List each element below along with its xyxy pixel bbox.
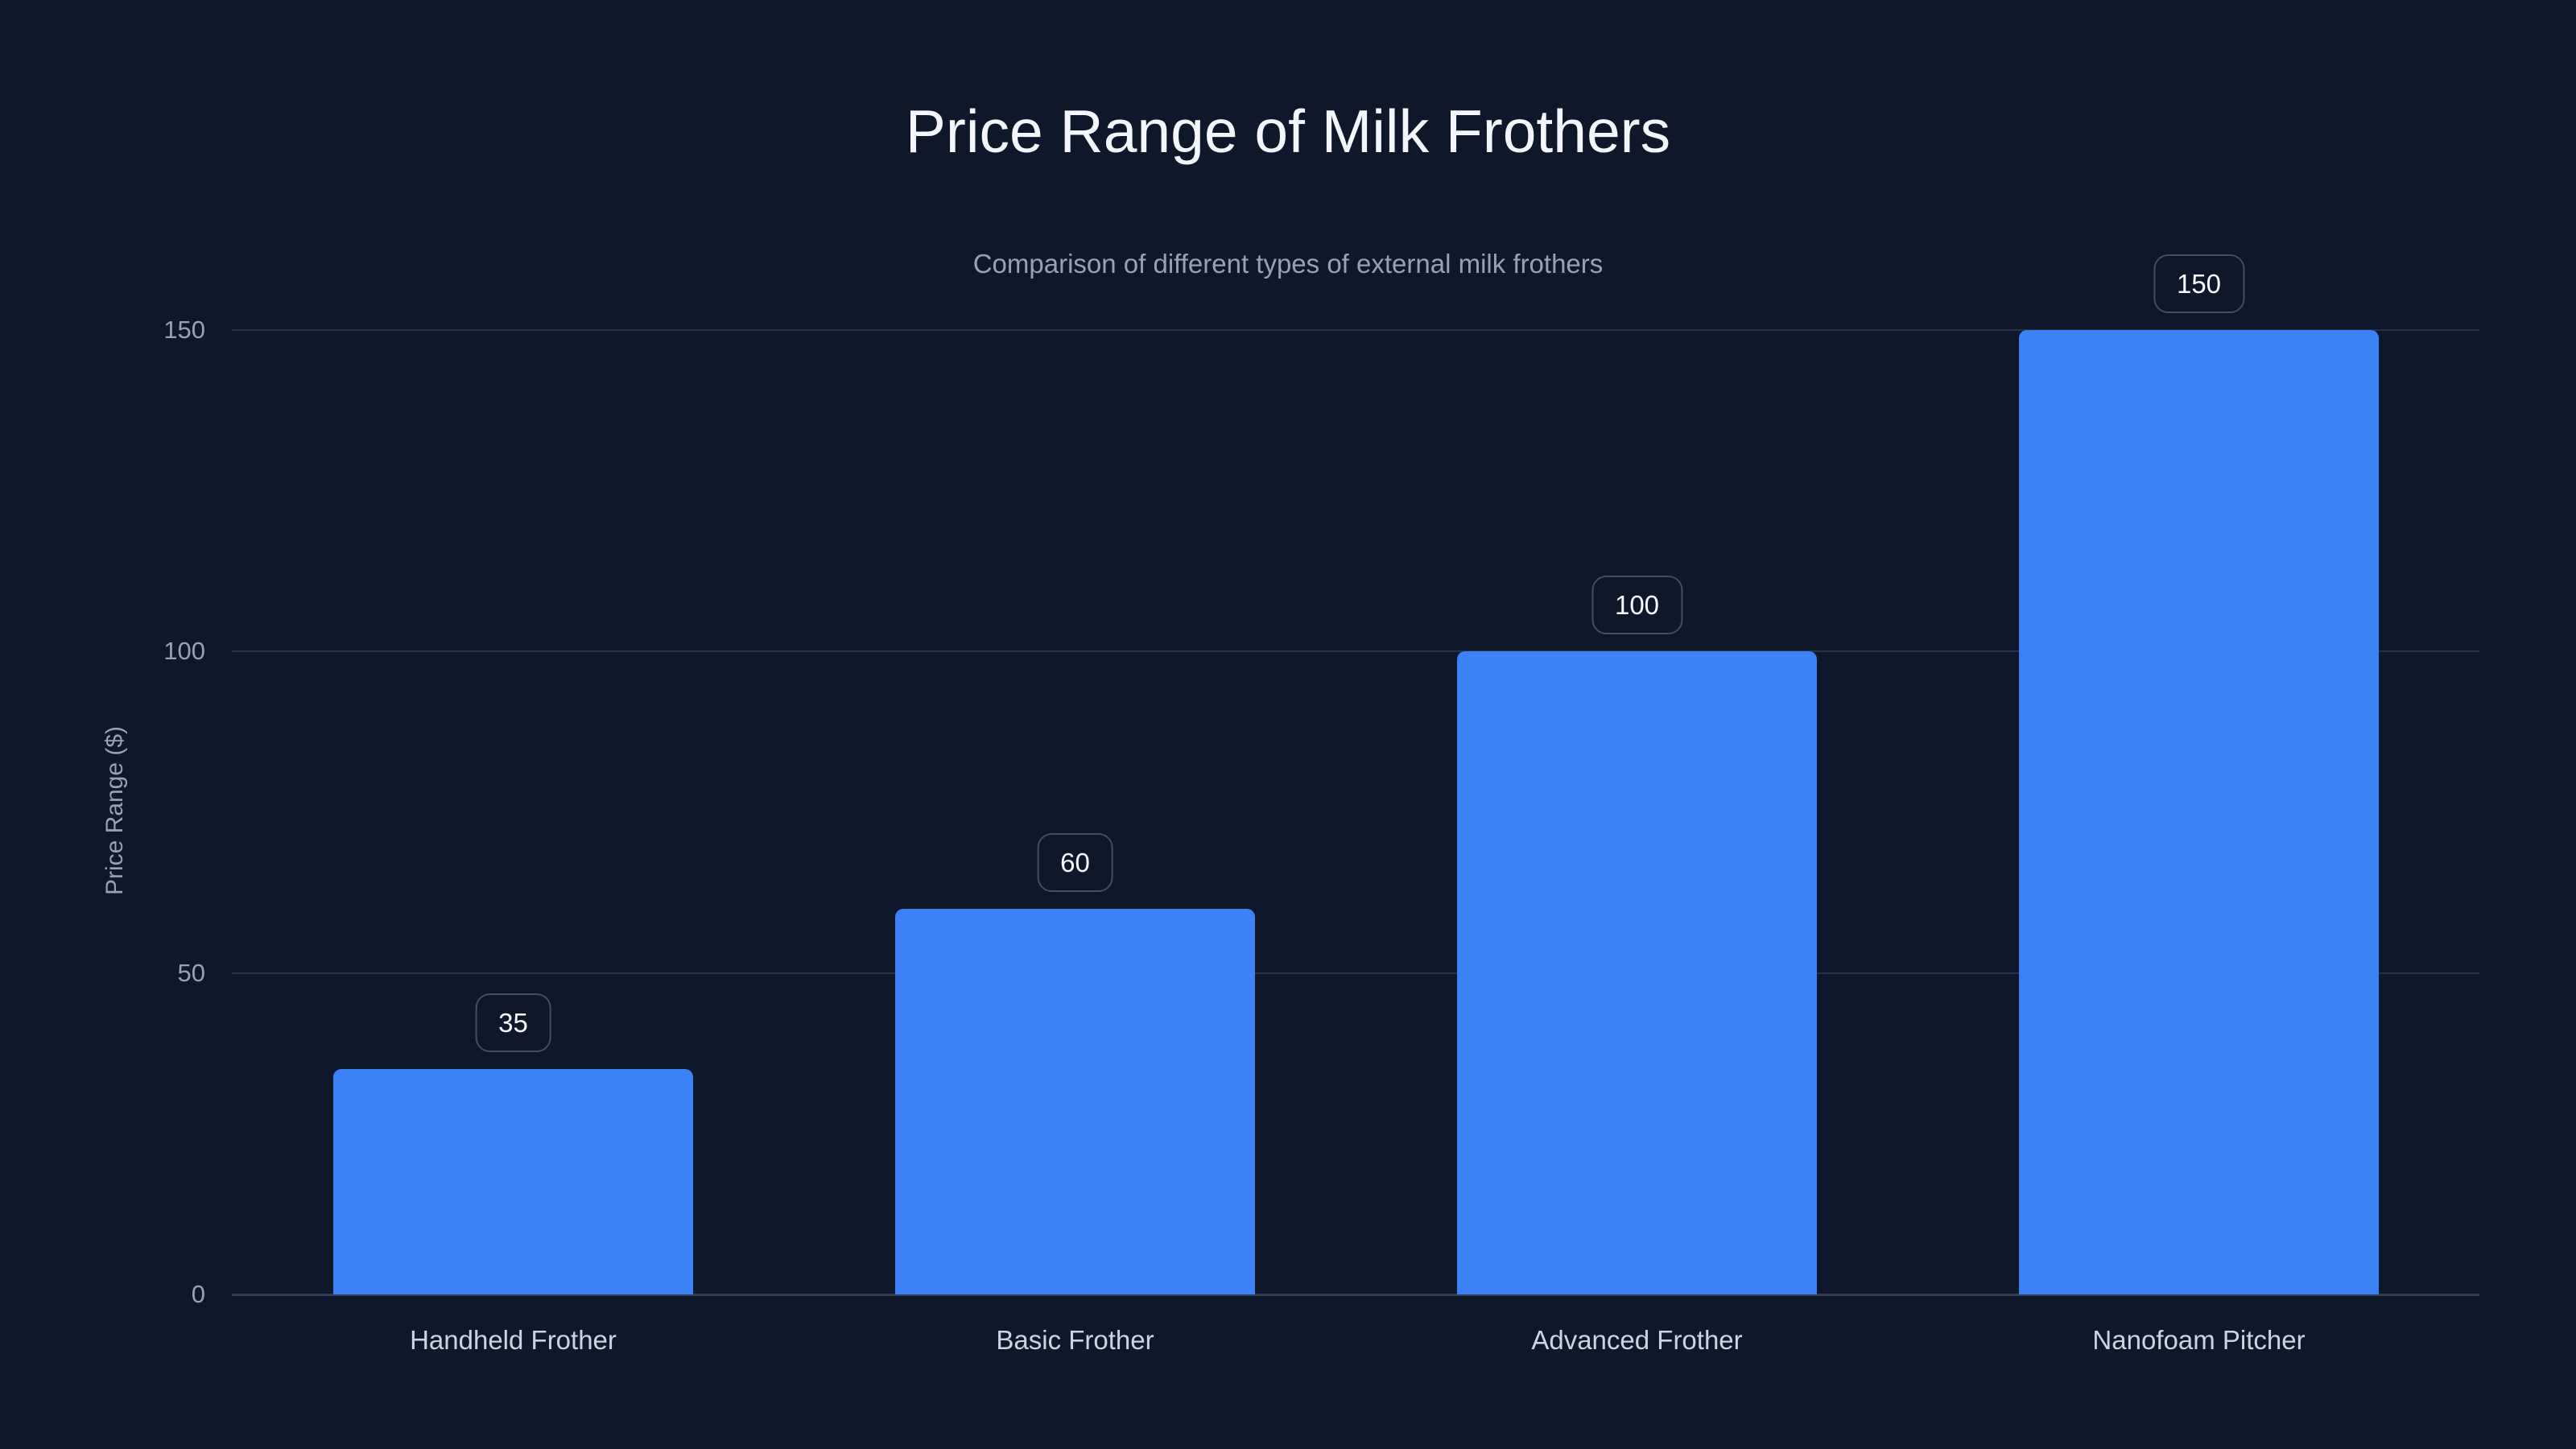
bar[interactable]: [1457, 651, 1817, 1294]
gridline: [232, 329, 2479, 331]
chart-subtitle: Comparison of different types of externa…: [972, 249, 1604, 279]
bar[interactable]: [895, 909, 1255, 1294]
x-axis-label: Nanofoam Pitcher: [2092, 1325, 2306, 1355]
value-badge: 100: [1591, 576, 1683, 634]
plot-area: 35 Handheld Frother 60 Basic Frother 100 Adva…: [232, 254, 2479, 1354]
y-axis-title: Price Range ($): [101, 725, 128, 896]
x-axis-label: Handheld Frother: [410, 1325, 617, 1355]
bar[interactable]: [2019, 330, 2379, 1294]
value-badge: 35: [475, 993, 551, 1052]
x-axis-label: Advanced Frother: [1531, 1325, 1743, 1355]
y-tick-label: 50: [177, 959, 205, 987]
value-badge: 60: [1037, 833, 1113, 892]
y-tick-label: 100: [163, 637, 205, 665]
gridline: [232, 650, 2479, 652]
y-tick-label: 150: [163, 316, 205, 344]
x-axis-label: Basic Frother: [996, 1325, 1154, 1355]
gridline: [232, 972, 2479, 974]
chart-title: Price Range of Milk Frothers: [905, 97, 1671, 165]
value-badge: 150: [2153, 254, 2245, 313]
bar[interactable]: [333, 1069, 693, 1294]
y-tick-label: 0: [191, 1280, 205, 1308]
x-axis-line: [232, 1294, 2479, 1296]
